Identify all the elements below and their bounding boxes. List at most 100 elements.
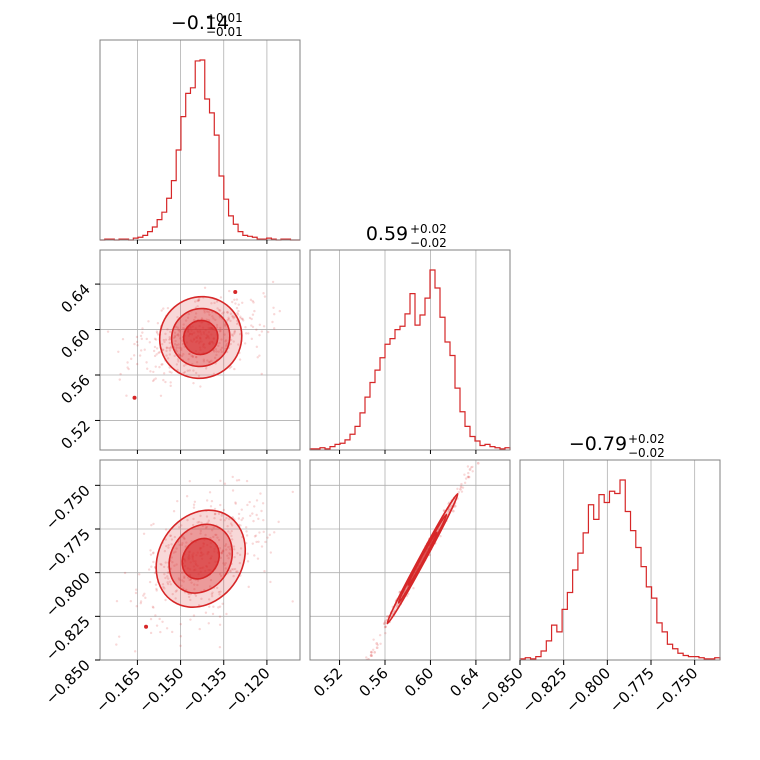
scatter-point	[384, 631, 387, 635]
scatter-point	[152, 551, 155, 554]
scatter-point	[200, 597, 203, 601]
scatter-point	[198, 627, 201, 631]
scatter-point	[211, 591, 214, 594]
scatter-point	[247, 332, 250, 335]
scatter-point	[476, 461, 480, 465]
scatter-point	[218, 623, 222, 626]
scatter-point	[219, 326, 222, 330]
scatter-point	[164, 380, 167, 384]
scatter-point	[171, 630, 174, 634]
panel-border	[99, 39, 301, 241]
scatter-point	[166, 357, 170, 360]
scatter-point	[163, 572, 166, 576]
scatter-point	[159, 630, 162, 634]
scatter-point	[204, 526, 208, 530]
scatter-point	[233, 567, 237, 571]
scatter-point	[214, 347, 218, 351]
x-tick-label: −0.120	[222, 664, 274, 716]
scatter-point	[207, 519, 211, 522]
scatter-point	[150, 565, 153, 568]
scatter-point	[163, 549, 167, 553]
scatter-point	[361, 674, 364, 677]
scatter-point	[129, 599, 133, 603]
scatter-point	[202, 360, 206, 363]
scatter-point	[155, 353, 158, 356]
scatter-point	[246, 503, 249, 507]
scatter-point	[180, 524, 183, 527]
scatter-point	[161, 362, 164, 366]
scatter-point	[223, 519, 226, 522]
scatter-point	[220, 551, 223, 555]
scatter-point	[165, 349, 168, 353]
scatter-point	[158, 617, 161, 621]
scatter-point	[196, 521, 199, 524]
scatter-point	[210, 302, 213, 305]
scatter-point	[151, 379, 155, 383]
scatter-point	[238, 561, 242, 565]
scatter-point	[173, 342, 177, 346]
scatter-point	[210, 359, 213, 363]
scatter-point	[134, 591, 138, 595]
scatter-point	[230, 524, 234, 527]
scatter-point	[206, 521, 209, 524]
scatter-point	[142, 532, 146, 535]
scatter-point	[218, 547, 222, 550]
scatter-point	[139, 349, 143, 352]
scatter-point	[257, 517, 260, 521]
scatter-point	[208, 605, 211, 608]
scatter-point	[164, 561, 167, 564]
scatter-point	[470, 466, 473, 469]
scatter-point	[215, 323, 219, 327]
scatter-point	[490, 430, 493, 433]
scatter-point	[178, 543, 181, 547]
scatter-point	[212, 605, 215, 608]
scatter-point	[182, 535, 185, 538]
scatter-point	[141, 327, 144, 330]
scatter-point	[187, 358, 190, 361]
scatter-point	[162, 348, 165, 352]
scatter-point	[166, 328, 169, 331]
scatter-point	[196, 299, 199, 303]
scatter-point	[192, 369, 195, 372]
scatter-point	[361, 662, 363, 664]
param-2-title: 0.59	[366, 223, 408, 245]
scatter-point	[219, 556, 222, 560]
scatter-point	[186, 518, 189, 522]
scatter-point	[187, 595, 191, 599]
scatter-point	[214, 512, 217, 516]
scatter-point	[166, 581, 169, 584]
param-3-title-minus: −0.02	[628, 446, 665, 460]
x-tick-label: −0.800	[562, 664, 614, 716]
scatter-point	[168, 353, 172, 356]
scatter-point	[168, 330, 172, 333]
scatter-point	[117, 635, 121, 638]
y-tick-label: 0.64	[57, 280, 93, 316]
scatter-point	[197, 520, 201, 524]
scatter-point	[240, 508, 243, 511]
scatter-point	[238, 358, 242, 361]
scatter-point	[460, 482, 463, 486]
scatter-point	[196, 579, 200, 582]
scatter-point	[170, 371, 173, 374]
scatter-point	[192, 381, 195, 385]
scatter-point	[227, 316, 230, 320]
scatter-point	[241, 318, 244, 321]
scatter-point	[192, 614, 196, 617]
scatter-point	[238, 553, 242, 557]
scatter-point	[178, 353, 182, 357]
scatter-point	[356, 677, 359, 680]
scatter-point	[215, 533, 218, 537]
scatter-point	[225, 548, 228, 551]
scatter-point	[172, 551, 175, 554]
scatter-point	[121, 337, 125, 341]
scatter-point	[139, 600, 143, 603]
scatter-point	[182, 353, 185, 356]
scatter-point	[149, 631, 153, 635]
scatter-point	[439, 534, 442, 538]
scatter-point	[233, 329, 237, 333]
scatter-point	[239, 316, 242, 320]
scatter-point	[158, 365, 161, 369]
scatter-point	[466, 475, 470, 479]
scatter-point	[234, 502, 237, 505]
scatter-point	[218, 330, 222, 333]
